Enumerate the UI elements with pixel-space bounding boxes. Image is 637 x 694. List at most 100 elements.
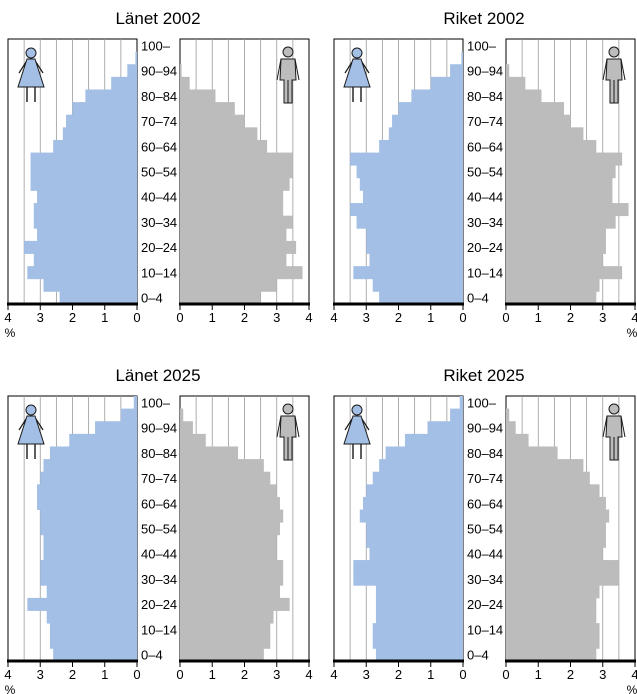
left-tick-label: 2 xyxy=(69,667,76,682)
male-bar-15–19 xyxy=(180,610,274,624)
male-bar-40–44 xyxy=(506,547,603,561)
left-tick-label: 1 xyxy=(101,667,108,682)
age-label: 70–74 xyxy=(467,114,503,129)
female-bar-15–19 xyxy=(369,253,463,267)
female-bar-95–99 xyxy=(135,51,137,65)
female-bar-30–34 xyxy=(33,215,137,229)
age-label: 70–74 xyxy=(141,471,177,486)
chart-title: Länet 2002 xyxy=(115,9,200,28)
female-bar-85–89 xyxy=(430,76,463,90)
age-label: 40–44 xyxy=(141,547,177,562)
male-bar-65–69 xyxy=(180,127,258,141)
left-tick-label: 0 xyxy=(459,310,466,325)
female-bar-15–19 xyxy=(33,253,137,267)
right-tick-label: 2 xyxy=(241,667,248,682)
age-label: 10–14 xyxy=(141,622,177,637)
female-bar-75–79 xyxy=(379,459,463,473)
age-label: 10–14 xyxy=(467,265,503,280)
right-tick-label: 0 xyxy=(502,667,509,682)
female-bar-80–84 xyxy=(411,89,463,103)
age-label: 30–34 xyxy=(141,572,177,587)
right-tick-label: 2 xyxy=(567,667,574,682)
male-bar-50–54 xyxy=(506,522,606,536)
right-tick-label: 1 xyxy=(209,667,216,682)
male-bar-60–64 xyxy=(180,139,268,153)
unit-label: % xyxy=(627,683,637,694)
male-bar-30–34 xyxy=(180,215,293,229)
age-label: 90–94 xyxy=(467,421,503,436)
male-bar-40–44 xyxy=(180,190,284,204)
female-figure-icon xyxy=(17,404,45,459)
age-label: 90–94 xyxy=(141,421,177,436)
female-bar-35–39 xyxy=(350,203,463,217)
female-bar-100– xyxy=(133,396,137,410)
male-figure-icon xyxy=(276,46,300,104)
left-tick-label: 4 xyxy=(4,310,11,325)
female-bar-0–4 xyxy=(53,648,137,662)
right-tick-label: 4 xyxy=(305,667,312,682)
age-label: 100– xyxy=(141,395,171,410)
left-tick-label: 2 xyxy=(395,667,402,682)
female-bar-60–64 xyxy=(53,139,137,153)
male-bar-75–79 xyxy=(506,102,565,116)
left-tick-label: 0 xyxy=(133,310,140,325)
female-bar-30–34 xyxy=(353,572,463,586)
female-bar-45–49 xyxy=(366,534,463,548)
pyramid-chart-3: Länet 2025 4 3 2 1 0 0 1 2 3 4% 100– 90–94 80–84 70–74… xyxy=(4,366,312,694)
male-bar-80–84 xyxy=(180,89,216,103)
female-bar-25–29 xyxy=(37,228,137,242)
male-bar-85–89 xyxy=(180,76,190,90)
female-bar-10–14 xyxy=(49,623,137,637)
male-bar-65–69 xyxy=(180,484,277,498)
female-bar-65–69 xyxy=(388,127,463,141)
male-bar-30–34 xyxy=(180,572,284,586)
male-bar-60–64 xyxy=(506,496,606,510)
male-bar-40–44 xyxy=(506,190,613,204)
male-bar-70–74 xyxy=(506,114,571,128)
male-bar-15–19 xyxy=(506,253,603,267)
pyramid-chart-4: Riket 2025 4 3 2 1 0 0 1 2 3 4% 100– 90–94 80–84 70–74… xyxy=(330,366,637,694)
right-tick-label: 4 xyxy=(631,310,637,325)
female-bar-10–14 xyxy=(353,266,463,280)
female-bar-55–59 xyxy=(359,509,463,523)
male-bar-55–59 xyxy=(180,509,284,523)
left-tick-label: 4 xyxy=(330,667,337,682)
male-bar-0–4 xyxy=(180,648,264,662)
male-bar-70–74 xyxy=(506,471,590,485)
male-bar-35–39 xyxy=(506,560,619,574)
male-bar-25–29 xyxy=(506,228,606,242)
female-bar-95–99 xyxy=(120,408,137,422)
female-bar-40–44 xyxy=(363,190,463,204)
male-figure-icon xyxy=(276,403,300,461)
age-label: 10–14 xyxy=(467,622,503,637)
female-bar-100– xyxy=(459,396,463,410)
male-bar-70–74 xyxy=(180,471,271,485)
female-bar-0–4 xyxy=(59,291,137,305)
right-tick-label: 4 xyxy=(631,667,637,682)
left-tick-label: 3 xyxy=(37,310,44,325)
male-bar-25–29 xyxy=(180,585,280,599)
male-bar-5–9 xyxy=(180,635,271,649)
female-bar-75–79 xyxy=(398,102,463,116)
male-bar-10–14 xyxy=(506,266,623,280)
female-bar-30–34 xyxy=(356,215,463,229)
left-tick-label: 0 xyxy=(133,667,140,682)
female-bar-5–9 xyxy=(372,278,463,292)
female-bar-15–19 xyxy=(46,610,138,624)
female-bar-90–94 xyxy=(127,64,137,78)
male-bar-40–44 xyxy=(180,547,277,561)
male-bar-60–64 xyxy=(180,496,280,510)
age-label: 50–54 xyxy=(141,165,177,180)
age-label: 90–94 xyxy=(467,64,503,79)
age-label: 70–74 xyxy=(467,471,503,486)
female-bar-80–84 xyxy=(49,446,137,460)
age-label: 100– xyxy=(467,395,497,410)
female-bar-55–59 xyxy=(350,152,463,166)
right-tick-label: 1 xyxy=(535,667,542,682)
right-tick-label: 3 xyxy=(599,667,606,682)
unit-label: % xyxy=(5,326,16,340)
male-figure-icon xyxy=(602,403,626,461)
male-figure-icon xyxy=(602,46,626,104)
male-bar-25–29 xyxy=(180,228,287,242)
age-label: 30–34 xyxy=(467,215,503,230)
